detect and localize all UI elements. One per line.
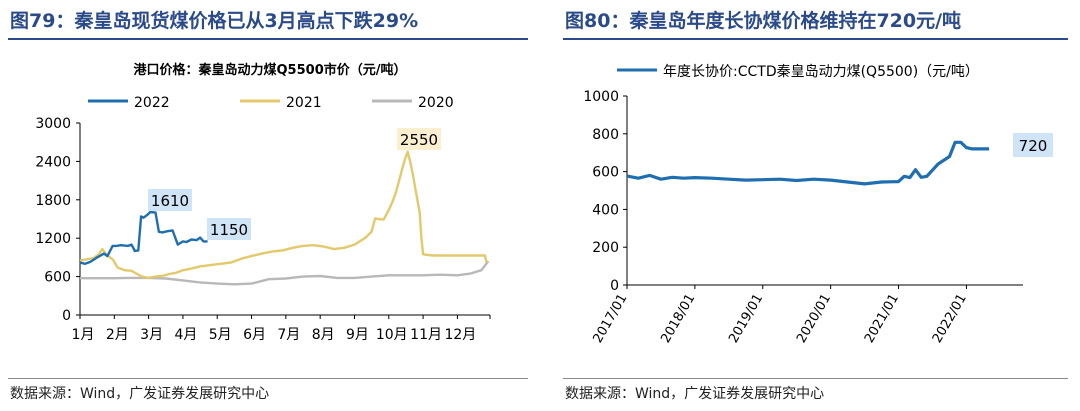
x-tick-label: 7月 bbox=[277, 327, 300, 343]
left-title-rule bbox=[8, 38, 528, 40]
data-label: 720 bbox=[1019, 137, 1048, 155]
y-tick-label: 3000 bbox=[35, 116, 71, 132]
x-tick-label: 2021/01 bbox=[862, 292, 902, 346]
left-source-note: 数据来源：Wind，广发证券发展研究中心 bbox=[10, 386, 270, 402]
data-label: 1150 bbox=[210, 221, 248, 239]
x-tick-label: 2018/01 bbox=[658, 292, 698, 346]
right-chart: 年度长协价:CCTD秦皇岛动力煤(Q5500)（元/吨） 0 200 400 600 80… bbox=[583, 64, 1053, 346]
left-figure-title: 图79：秦皇岛现货煤价格已从3月高点下跌29% bbox=[10, 10, 419, 32]
left-panel: 图79：秦皇岛现货煤价格已从3月高点下跌29% 港口价格：秦皇岛动力煤Q5500… bbox=[8, 10, 528, 402]
x-tick-label: 2019/01 bbox=[726, 292, 766, 346]
x-tick-label: 2017/01 bbox=[590, 292, 630, 346]
y-tick-label: 800 bbox=[592, 127, 619, 143]
series-line-2020 bbox=[80, 260, 490, 286]
y-tick-label: 1800 bbox=[35, 193, 71, 209]
data-label-box bbox=[397, 128, 441, 150]
right-panel: 图80：秦皇岛年度长协煤价格维持在720元/吨 年度长协价:CCTD秦皇岛动力煤… bbox=[555, 0, 1080, 411]
x-tick-label: 1月 bbox=[72, 327, 95, 343]
right-source-rule bbox=[563, 378, 1068, 379]
x-tick-label: 8月 bbox=[312, 327, 335, 343]
series-line-2022 bbox=[79, 210, 208, 265]
legend-label-2020: 2020 bbox=[418, 95, 454, 111]
x-tick-label: 6月 bbox=[243, 327, 266, 343]
y-tick-label: 600 bbox=[44, 270, 71, 286]
x-tick-label: 10月 bbox=[376, 327, 408, 343]
data-label-box bbox=[207, 218, 251, 240]
left-source-rule bbox=[8, 378, 528, 379]
left-chart: 港口价格：秦皇岛动力煤Q5500市价（元/吨） 2022 2021 2020 0 600 1… bbox=[35, 62, 491, 343]
x-tick-label: 2月 bbox=[106, 327, 129, 343]
y-tick-label: 400 bbox=[592, 202, 619, 218]
y-tick-label: 1000 bbox=[583, 89, 619, 105]
right-figure-title: 图80：秦皇岛年度长协煤价格维持在720元/吨 bbox=[565, 10, 962, 32]
x-tick-label: 4月 bbox=[174, 327, 197, 343]
y-tick-label: 1200 bbox=[35, 231, 71, 247]
x-tick-label: 3月 bbox=[140, 327, 163, 343]
y-tick-label: 0 bbox=[610, 278, 619, 294]
y-tick-label: 600 bbox=[592, 165, 619, 181]
data-label: 2550 bbox=[400, 131, 438, 149]
right-source-note: 数据来源：Wind，广发证券发展研究中心 bbox=[565, 386, 825, 402]
right-title-rule bbox=[563, 38, 1068, 40]
series-line bbox=[626, 140, 990, 186]
x-tick-label: 12月 bbox=[444, 327, 476, 343]
chart-title: 港口价格：秦皇岛动力煤Q5500市价（元/吨） bbox=[134, 62, 407, 78]
x-tick-label: 5月 bbox=[209, 327, 232, 343]
x-tick-label: 2022/01 bbox=[930, 292, 970, 346]
legend-label-2022: 2022 bbox=[134, 95, 170, 111]
data-label-box bbox=[148, 189, 192, 211]
legend-label: 年度长协价:CCTD秦皇岛动力煤(Q5500)（元/吨） bbox=[663, 64, 979, 80]
x-tick-label: 9月 bbox=[346, 327, 369, 343]
y-tick-label: 200 bbox=[592, 240, 619, 256]
x-tick-label: 2020/01 bbox=[794, 292, 834, 346]
legend-label-2021: 2021 bbox=[286, 95, 322, 111]
y-tick-label: 0 bbox=[62, 308, 71, 324]
series-line-2021 bbox=[79, 150, 488, 280]
y-tick-label: 2400 bbox=[35, 154, 71, 170]
x-tick-label: 11月 bbox=[410, 327, 442, 343]
data-label-box bbox=[1013, 133, 1053, 157]
data-label: 1610 bbox=[151, 192, 189, 210]
